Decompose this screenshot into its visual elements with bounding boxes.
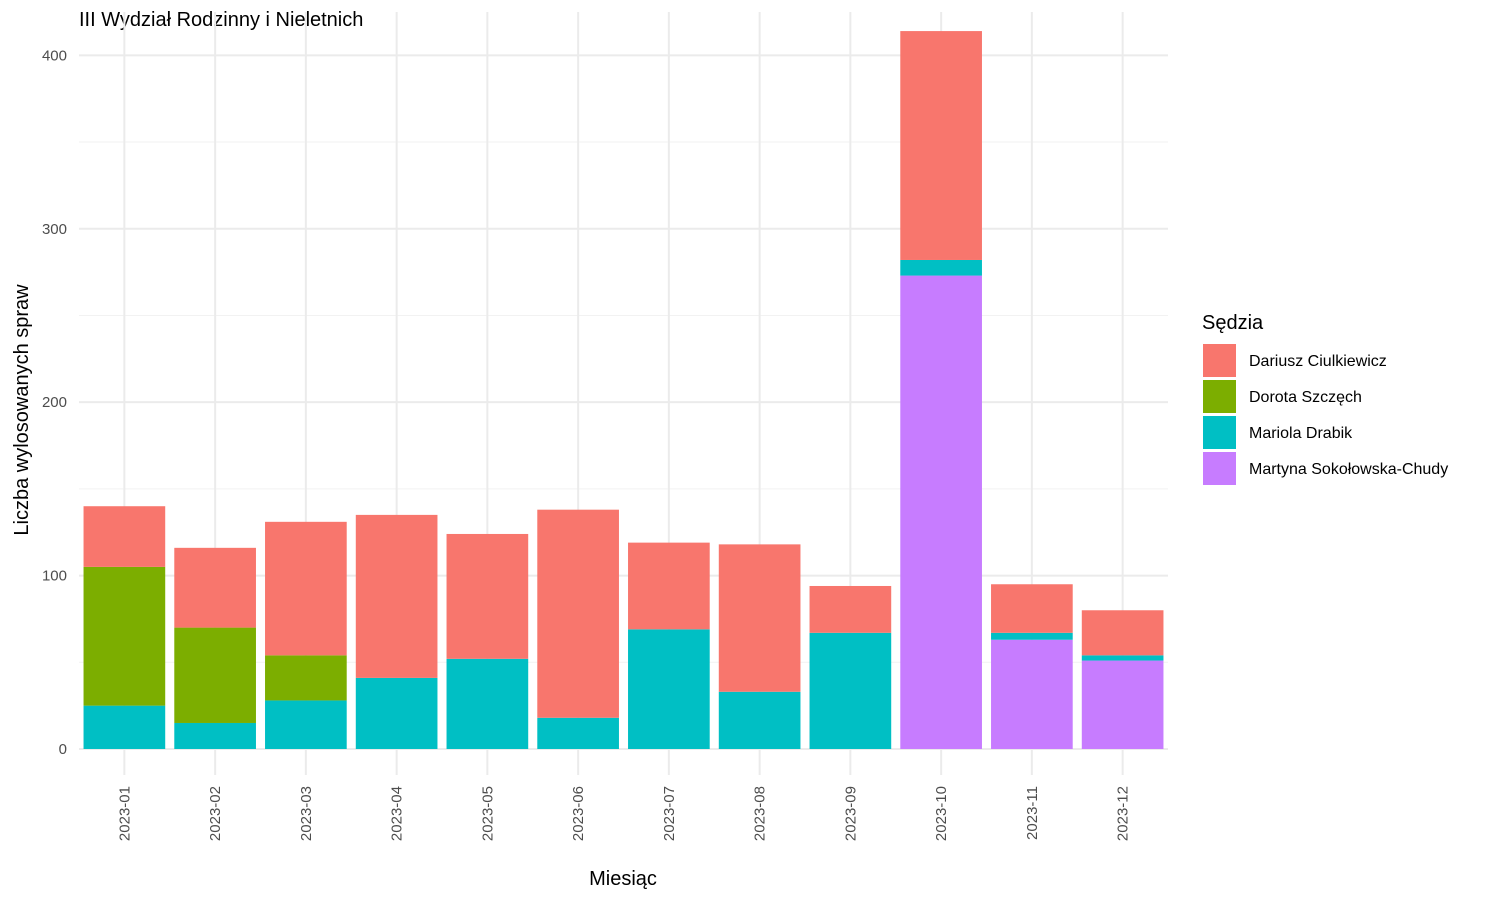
x-tick-label: 2023-12 bbox=[1115, 786, 1132, 841]
bar-segment bbox=[991, 632, 1073, 640]
bars bbox=[83, 31, 1164, 749]
x-tick-label: 2023-11 bbox=[1024, 786, 1041, 840]
bar-segment bbox=[83, 566, 166, 706]
bar-segment bbox=[900, 275, 982, 749]
bar-segment bbox=[446, 533, 529, 659]
x-tick-label: 2023-08 bbox=[752, 786, 769, 841]
y-tick-label: 300 bbox=[42, 221, 67, 238]
y-tick-label: 200 bbox=[42, 394, 67, 411]
bar-segment bbox=[1081, 660, 1164, 749]
legend-label: Martyna Sokołowska-Chudy bbox=[1249, 461, 1448, 478]
x-tick-label: 2023-09 bbox=[842, 786, 859, 841]
bar-segment bbox=[174, 547, 256, 628]
bar-segment bbox=[174, 627, 256, 723]
bar-segment bbox=[718, 544, 801, 692]
y-axis-title: Liczba wylosowanych spraw bbox=[11, 284, 33, 536]
x-tick-label: 2023-01 bbox=[116, 786, 133, 841]
bar-segment bbox=[628, 629, 710, 749]
x-tick-label: 2023-03 bbox=[298, 786, 315, 841]
bar-segment bbox=[537, 717, 619, 749]
x-tick-label: 2023-02 bbox=[207, 786, 224, 841]
chart-title: III Wydział Rodzinny i Nieletnich bbox=[79, 9, 363, 31]
legend-swatch bbox=[1203, 380, 1236, 413]
x-tick-label: 2023-05 bbox=[479, 786, 496, 841]
legend-swatch bbox=[1203, 416, 1236, 449]
legend: Sędzia Dariusz Ciulkiewicz Dorota Szczęch… bbox=[1202, 312, 1448, 485]
bar-segment bbox=[900, 259, 982, 276]
bar-segment bbox=[83, 705, 166, 749]
x-tick-label: 2023-06 bbox=[570, 786, 587, 841]
bar-segment bbox=[1081, 610, 1164, 656]
bar-segment bbox=[265, 521, 347, 656]
x-tick-label: 2023-04 bbox=[389, 786, 406, 841]
bar-segment bbox=[628, 542, 710, 630]
bar-segment bbox=[446, 658, 529, 749]
bar-segment bbox=[1081, 655, 1164, 661]
bar-segment bbox=[718, 691, 801, 749]
bar-segment bbox=[265, 655, 347, 701]
y-axis-ticks: 0 100 200 300 400 bbox=[42, 47, 67, 758]
bar-segment bbox=[991, 584, 1073, 633]
x-tick-label: 2023-07 bbox=[661, 786, 678, 841]
x-tick-label: 2023-10 bbox=[933, 786, 950, 841]
bar-segment bbox=[265, 700, 347, 749]
bar-segment bbox=[174, 722, 256, 749]
legend-label: Dorota Szczęch bbox=[1249, 389, 1362, 406]
y-tick-label: 400 bbox=[42, 47, 67, 64]
legend-label: Mariola Drabik bbox=[1249, 425, 1353, 442]
bar-segment bbox=[83, 506, 166, 567]
bar-segment bbox=[809, 585, 892, 633]
legend-swatch bbox=[1203, 344, 1236, 377]
bar-segment bbox=[900, 31, 982, 260]
bar-segment bbox=[991, 639, 1073, 749]
y-tick-label: 0 bbox=[59, 741, 67, 758]
legend-label: Dariusz Ciulkiewicz bbox=[1249, 353, 1387, 370]
bar-segment bbox=[809, 632, 892, 749]
bar-segment bbox=[355, 677, 438, 749]
legend-title: Sędzia bbox=[1202, 312, 1264, 334]
bar-segment bbox=[537, 509, 619, 718]
x-axis-title: Miesiąc bbox=[589, 868, 657, 890]
legend-swatch bbox=[1203, 452, 1236, 485]
bar-segment bbox=[355, 514, 438, 678]
y-tick-label: 100 bbox=[42, 568, 67, 585]
x-axis-ticks: 2023-01 2023-02 2023-03 2023-04 2023-05 2023-… bbox=[116, 786, 1131, 841]
